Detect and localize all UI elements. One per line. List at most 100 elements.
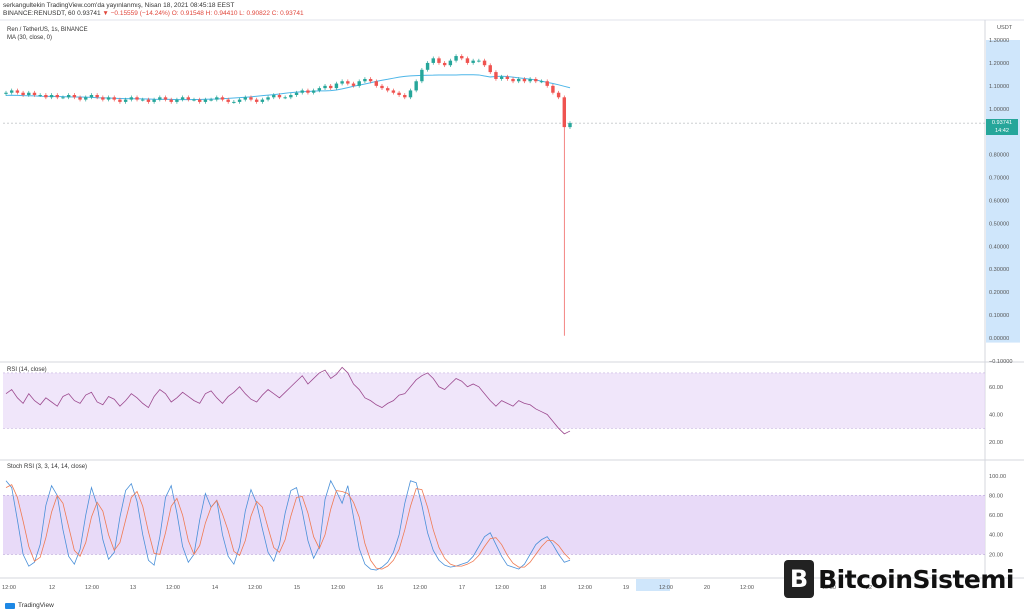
ma-line	[5, 74, 571, 101]
last-price: 0.93741	[77, 10, 101, 17]
price-panel-title: Ren / TetherUS, 1s, BINANCE	[7, 27, 88, 33]
price-tick-label: 1.30000	[989, 38, 1009, 44]
last-price-tag: 0.93741 14:42	[986, 119, 1018, 135]
footer[interactable]: TradingView	[5, 602, 54, 609]
rsi-band	[3, 372, 985, 429]
candle	[254, 99, 259, 102]
time-tick-label: 12:00	[578, 585, 592, 591]
time-tick-label: 12:00	[248, 585, 262, 591]
time-tick-label: 12:00	[2, 585, 16, 591]
candle	[334, 83, 339, 89]
candle	[329, 85, 333, 89]
candle	[306, 90, 310, 93]
candle	[442, 62, 447, 66]
candle	[226, 99, 230, 102]
candle	[380, 85, 384, 89]
price-tick-label: −0.10000	[989, 359, 1013, 365]
candle	[545, 81, 549, 86]
candle	[431, 58, 435, 63]
price-tick-label: 0.30000	[989, 267, 1009, 273]
candle	[477, 60, 481, 62]
candle	[539, 81, 544, 83]
candle	[197, 99, 202, 102]
candle	[175, 99, 179, 102]
candle	[169, 99, 173, 102]
price-tick-label: 0.50000	[989, 221, 1009, 227]
footer-label: TradingView	[18, 602, 54, 609]
time-axis[interactable]: 12:00 12 12:00 13 12:00 14 12:00 15 12:00 16 12:00…	[2, 579, 872, 591]
bitcoinsistemi-logo-icon: B	[784, 560, 815, 598]
candle	[129, 97, 134, 100]
candle	[323, 85, 327, 89]
price-tag-countdown: 14:42	[995, 128, 1009, 134]
candle	[346, 81, 350, 84]
candle	[272, 95, 276, 98]
candle	[357, 81, 361, 86]
candle	[232, 101, 236, 103]
candle	[158, 97, 162, 100]
candle	[414, 81, 418, 91]
rsi-tick-label: 20.00	[989, 440, 1003, 446]
candle	[460, 56, 464, 59]
candle	[55, 95, 59, 98]
candle	[89, 95, 94, 98]
candle	[260, 99, 265, 102]
price-tick-label: 1.00000	[989, 107, 1009, 113]
candle	[403, 95, 407, 98]
candle	[408, 90, 413, 98]
tradingview-logo-icon	[5, 602, 15, 609]
candle	[4, 92, 8, 94]
stoch-legend: Stoch RSI (3, 3, 14, 14, close)	[7, 464, 88, 470]
candle	[192, 99, 196, 101]
candle	[141, 99, 145, 101]
stoch-tick-label: 60.00	[989, 513, 1003, 519]
candle	[209, 99, 213, 101]
candle	[374, 81, 379, 86]
price-tick-label: 0.00000	[989, 336, 1009, 342]
candle	[397, 92, 401, 96]
price-tick-label: 0.60000	[989, 198, 1009, 204]
candle	[27, 92, 31, 96]
price-tick-label: 0.70000	[989, 176, 1009, 182]
price-tick-label: 0.10000	[989, 313, 1009, 319]
candle	[15, 90, 20, 93]
candle	[385, 88, 390, 91]
candle	[471, 60, 475, 63]
stoch-tick-label: 80.00	[989, 493, 1003, 499]
candle	[551, 85, 555, 93]
time-tick-label: 16	[377, 585, 383, 591]
candle	[351, 83, 356, 86]
candle	[266, 97, 270, 100]
publish-info: serkangultekin TradingView.com'da yayınl…	[3, 2, 235, 9]
candle	[294, 92, 299, 96]
candle	[311, 90, 316, 93]
price-panel	[3, 54, 985, 336]
candle	[420, 69, 424, 82]
candle	[118, 99, 122, 102]
rsi-panel: 60.00 40.00 20.00	[3, 366, 1003, 446]
rsi-tick-label: 60.00	[989, 385, 1003, 391]
candle	[38, 95, 42, 97]
time-tick-label: 12:00	[740, 585, 754, 591]
symbol: BINANCE:RENUSDT, 60	[3, 10, 76, 17]
price-tick-label: 0.40000	[989, 244, 1009, 250]
stoch-panel: 100.00 80.00 60.00 40.00 20.00	[3, 474, 1006, 571]
candle	[203, 99, 208, 102]
candle	[363, 78, 367, 82]
candle	[505, 76, 510, 79]
price-tag-value: 0.93741	[991, 120, 1013, 126]
candle	[215, 97, 219, 100]
currency-label: USDT	[997, 25, 1013, 31]
candle	[135, 97, 139, 100]
candle	[425, 62, 430, 70]
candle	[522, 78, 527, 82]
price-axis[interactable]: 1.300001.200001.100001.000000.900000.800…	[986, 38, 1020, 365]
candle	[317, 88, 322, 91]
rsi-line	[5, 366, 571, 435]
rsi-legend: RSI (14, close)	[7, 367, 47, 373]
candle	[289, 95, 293, 98]
candle	[556, 92, 561, 98]
price-tick-label: 0.20000	[989, 290, 1009, 296]
candle	[106, 97, 111, 100]
